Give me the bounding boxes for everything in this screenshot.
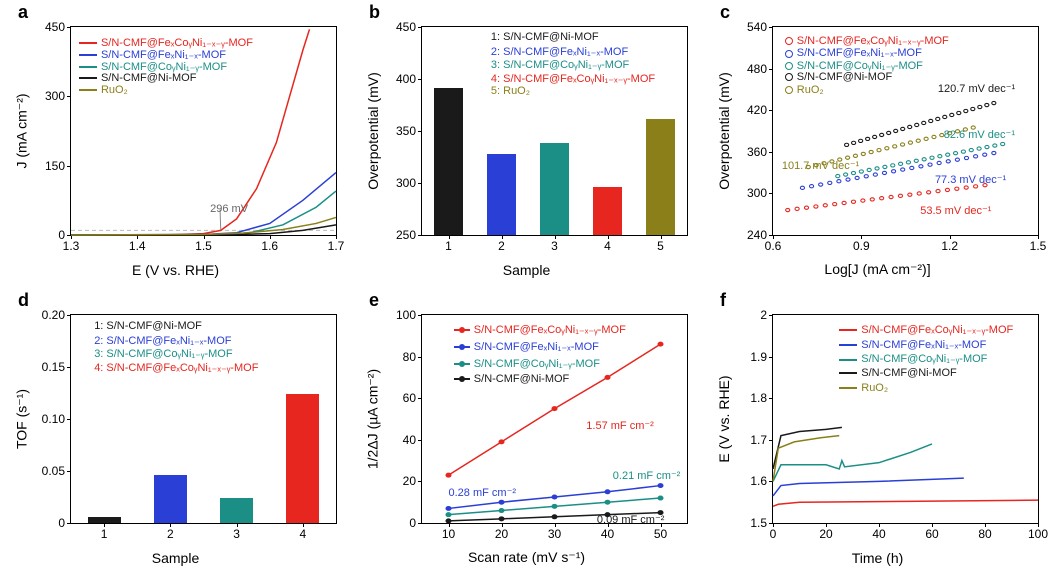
xlabel: Sample [503, 262, 550, 278]
annotation: 0.28 mF cm⁻² [449, 486, 517, 499]
plot-area: 01503004501.31.41.51.61.7S/N-CMF@FeₓCoᵧN… [70, 26, 337, 236]
legend-item: 1: S/N-CMF@Ni-MOF [491, 31, 599, 43]
xlabel: E (V vs. RHE) [132, 262, 219, 278]
legend-item: S/N-CMF@Ni-MOF [79, 72, 196, 84]
ylabel: 1/2ΔJ (µA cm⁻²) [365, 369, 382, 469]
legend-item: RuO₂ [79, 84, 128, 96]
legend-item: 2: S/N-CMF@FeₓNi₁₋ₓ-MOF [491, 45, 628, 58]
ylabel: TOF (s⁻¹) [14, 389, 31, 449]
legend-item: 3: S/N-CMF@CoᵧNi₁₋ᵧ-MOF [94, 347, 232, 360]
legend-item: 5: RuO₂ [491, 85, 530, 97]
xlabel: Time (h) [852, 550, 904, 566]
panel-a: a J (mA cm⁻²) E (V vs. RHE) 01503004501.31.… [0, 0, 351, 288]
annotation: 120.7 mV dec⁻¹ [938, 82, 1015, 95]
legend-item: RuO₂ [785, 84, 824, 96]
panel-e: e 1/2ΔJ (µA cm⁻²) Scan rate (mV s⁻¹) 020406… [351, 288, 702, 576]
panel-c: c Overpotential (mV) Log[J (mA cm⁻²)] 24030… [702, 0, 1053, 288]
panel-d: d TOF (s⁻¹) Sample 00.050.100.150.2012341: … [0, 288, 351, 576]
plot-area: 250300350400450123451: S/N-CMF@Ni-MOF2: … [421, 26, 688, 236]
ylabel: Overpotential (mV) [716, 72, 732, 189]
bar [540, 143, 569, 235]
annotation: 0.21 mF cm⁻² [613, 469, 681, 482]
xlabel: Log[J (mA cm⁻²)] [824, 261, 930, 278]
legend-item: 3: S/N-CMF@CoᵧNi₁₋ᵧ-MOF [491, 58, 629, 71]
legend-item: S/N-CMF@FeₓCoᵧNi₁₋ₓ₋ᵧ-MOF [785, 34, 949, 47]
ylabel: J (mA cm⁻²) [14, 93, 31, 168]
panel-b: b Overpotential (mV) Sample 250300350400450… [351, 0, 702, 288]
panel-letter: d [18, 290, 29, 311]
legend-item: S/N-CMF@Ni-MOF [839, 367, 956, 379]
legend-item: S/N-CMF@Ni-MOF [454, 373, 569, 385]
legend-item: S/N-CMF@CoᵧNi₁₋ᵧ-MOF [839, 352, 987, 365]
panel-f: f E (V vs. RHE) Time (h) 1.51.61.71.81.9202… [702, 288, 1053, 576]
bar [487, 154, 516, 235]
legend-item: S/N-CMF@CoᵧNi₁₋ᵧ-MOF [454, 357, 600, 370]
legend-item: S/N-CMF@FeₓCoᵧNi₁₋ₓ₋ᵧ-MOF [839, 323, 1013, 336]
legend-item: S/N-CMF@CoᵧNi₁₋ᵧ-MOF [785, 59, 923, 72]
panel-letter: f [720, 290, 726, 311]
legend-item: 4: S/N-CMF@FeₓCoᵧNi₁₋ₓ₋ᵧ-MOF [94, 361, 258, 374]
ylabel: Overpotential (mV) [365, 72, 381, 189]
xlabel: Scan rate (mV s⁻¹) [468, 549, 585, 566]
legend-item: S/N-CMF@FeₓNi₁₋ₓ-MOF [454, 340, 599, 353]
bar [154, 475, 187, 523]
plot-area: 00.050.100.150.2012341: S/N-CMF@Ni-MOF2:… [70, 314, 337, 524]
bar [88, 517, 121, 523]
bar [593, 187, 622, 235]
legend-item: S/N-CMF@FeₓNi₁₋ₓ-MOF [839, 338, 986, 351]
annotation: 0.09 mF cm⁻² [597, 513, 665, 526]
plot-area: 0204060801001020304050S/N-CMF@FeₓCoᵧNi₁₋… [421, 314, 688, 524]
legend-item: S/N-CMF@Ni-MOF [785, 71, 892, 83]
bar [434, 88, 463, 235]
panel-letter: c [720, 2, 730, 23]
bar [286, 394, 319, 523]
legend-item: 1: S/N-CMF@Ni-MOF [94, 320, 202, 332]
annotation: 77.3 mV dec⁻¹ [935, 173, 1006, 186]
legend-item: RuO₂ [839, 382, 888, 394]
legend-item: S/N-CMF@FeₓCoᵧNi₁₋ₓ₋ᵧ-MOF [454, 323, 626, 336]
plot-area: 2403003604204805400.60.91.21.5S/N-CMF@Fe… [772, 26, 1039, 236]
panel-letter: b [369, 2, 380, 23]
annotation: 53.5 mV dec⁻¹ [920, 204, 991, 217]
panel-letter: a [18, 2, 28, 23]
annotation: 101.7 mV dec⁻¹ [782, 159, 859, 172]
xlabel: Sample [152, 550, 199, 566]
panel-letter: e [369, 290, 379, 311]
annotation: 1.57 mF cm⁻² [586, 419, 654, 432]
bar [646, 119, 675, 235]
ylabel: E (V vs. RHE) [716, 375, 732, 462]
bar [220, 498, 253, 523]
annotation: 296 mV [210, 203, 248, 215]
annotation: 82.6 mV dec⁻¹ [944, 128, 1015, 141]
legend-item: 4: S/N-CMF@FeₓCoᵧNi₁₋ₓ₋ᵧ-MOF [491, 72, 655, 85]
legend-item: 2: S/N-CMF@FeₓNi₁₋ₓ-MOF [94, 334, 231, 347]
plot-area: 1.51.61.71.81.92020406080100S/N-CMF@FeₓC… [772, 314, 1039, 524]
legend-item: S/N-CMF@FeₓNi₁₋ₓ-MOF [785, 46, 922, 59]
